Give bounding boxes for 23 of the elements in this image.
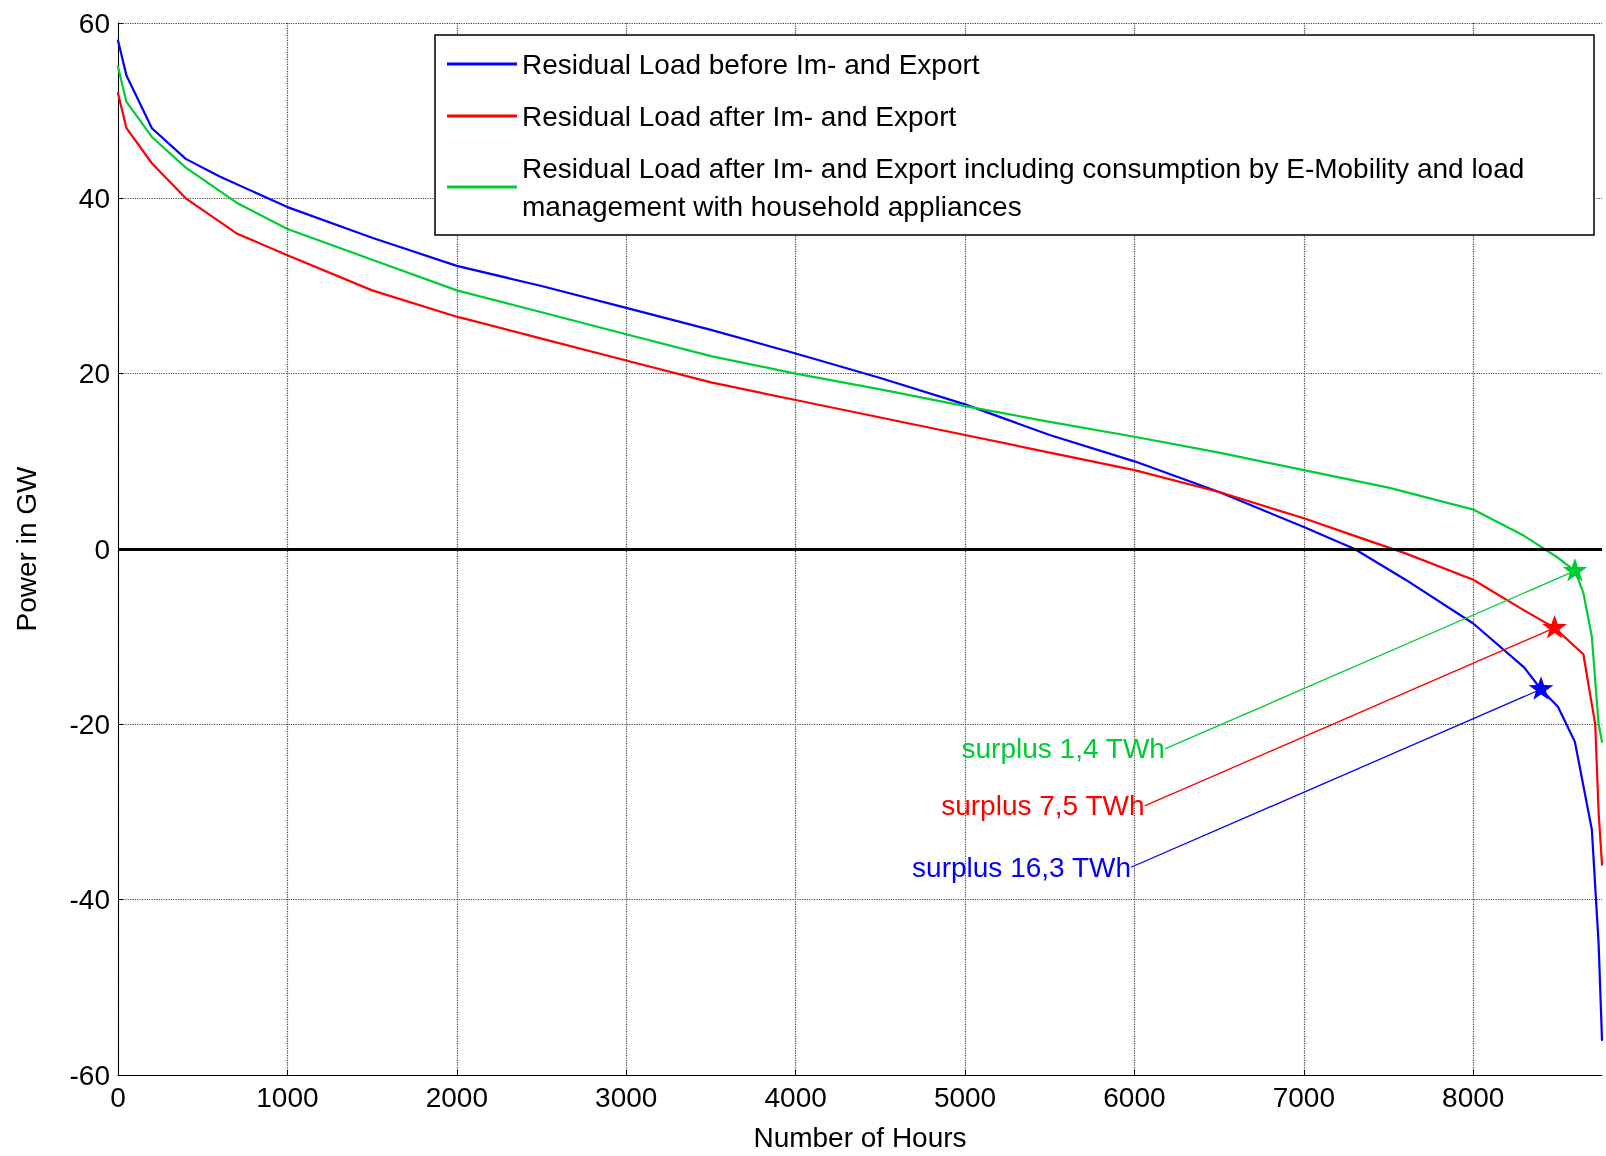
annotation: surplus 7,5 TWh [941, 790, 1145, 822]
y-tick-label: -60 [69, 1059, 110, 1091]
x-tick-label: 4000 [764, 1081, 827, 1113]
x-tick-label: 8000 [1442, 1081, 1505, 1113]
legend-label: Residual Load after Im- and Export including consumption by E-Mobility and load management with household appliances [522, 152, 1533, 222]
legend-label: Residual Load before Im- and Export [522, 48, 980, 80]
legend-label: Residual Load after Im- and Export [522, 100, 957, 132]
annotation: surplus 1,4 TWh [961, 733, 1165, 765]
x-tick-label: 5000 [933, 1081, 997, 1113]
y-tick-label: -40 [69, 884, 110, 916]
y-tick-label: 20 [78, 358, 110, 390]
x-tick-label: 6000 [1103, 1081, 1166, 1113]
y-tick-label: 40 [78, 182, 110, 214]
y-tick-label: 60 [78, 7, 110, 39]
annotation: surplus 16,3 TWh [912, 851, 1132, 883]
x-tick-label: 2000 [425, 1081, 488, 1113]
y-axis-title: Power in GW [10, 465, 42, 632]
x-tick-label: 7000 [1272, 1081, 1335, 1113]
x-tick-label: 3000 [595, 1081, 658, 1113]
x-tick-label: 1000 [256, 1081, 319, 1113]
y-tick-label: 0 [94, 533, 110, 565]
y-tick-label: -20 [69, 708, 110, 740]
x-axis-title: Number of Hours [753, 1121, 967, 1153]
